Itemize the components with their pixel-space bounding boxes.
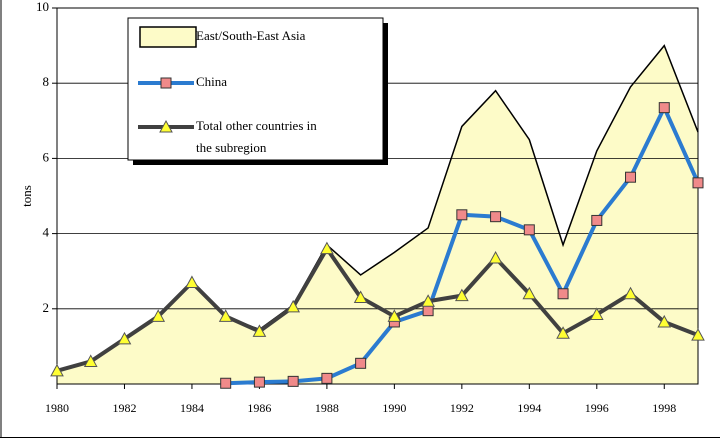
marker [117, 331, 132, 345]
legend-swatch [139, 26, 197, 48]
x-tick-label: 1994 [517, 401, 541, 415]
marker [658, 102, 670, 114]
marker [421, 294, 435, 307]
y-tick-label: 8 [43, 74, 50, 89]
marker [321, 372, 333, 384]
marker [456, 209, 468, 221]
marker [185, 275, 199, 288]
x-tick-label: 1982 [112, 401, 136, 415]
marker [591, 214, 603, 226]
legend-label-line: Total other countries in [196, 118, 317, 133]
marker [422, 305, 434, 317]
y-tick-label: 6 [43, 149, 50, 164]
marker [252, 324, 267, 337]
y-tick-label: 2 [43, 300, 50, 315]
marker [320, 241, 334, 255]
marker [556, 326, 570, 339]
y-tick-label: 4 [43, 225, 50, 240]
marker [657, 314, 672, 328]
line [56, 246, 699, 373]
marker [623, 286, 638, 300]
marker [220, 377, 232, 389]
marker [522, 286, 537, 300]
x-tick-label: 1998 [652, 401, 676, 415]
legend-label: Total other countries in the subregion [196, 118, 317, 155]
x-tick-label: 1984 [180, 401, 204, 415]
marker [589, 307, 604, 320]
marker [523, 224, 535, 236]
legend-label: China [196, 74, 227, 89]
marker [50, 363, 64, 377]
marker [353, 290, 368, 304]
legend-marker [160, 77, 172, 89]
marker [691, 328, 705, 341]
marker [355, 357, 367, 369]
x-tick-label: 1996 [585, 401, 609, 415]
legend-label: East/South-East Asia [196, 28, 306, 43]
x-tick-label: 1990 [382, 401, 406, 415]
area [57, 45, 698, 384]
legend-marker [159, 119, 173, 133]
marker [488, 250, 503, 264]
y-tick-label: 10 [36, 0, 49, 14]
legend-label-line: the subregion [196, 140, 267, 155]
marker [625, 171, 637, 183]
plot-frame [56, 7, 699, 385]
marker [286, 299, 301, 313]
legend: East/South-East Asia China Total other cou… [127, 17, 388, 165]
x-tick-label: 1980 [45, 401, 69, 415]
marker [387, 309, 402, 322]
y-axis-label: tons [19, 185, 34, 207]
marker [151, 309, 166, 322]
marker [218, 309, 233, 322]
marker [253, 376, 265, 388]
marker [490, 211, 502, 223]
marker [83, 354, 98, 367]
marker [557, 288, 569, 300]
x-tick-label: 1992 [450, 401, 474, 415]
marker [454, 288, 469, 302]
marker [692, 177, 704, 189]
x-tick-label: 1986 [247, 401, 271, 415]
x-tick-label: 1988 [315, 401, 339, 415]
marker [287, 375, 299, 387]
